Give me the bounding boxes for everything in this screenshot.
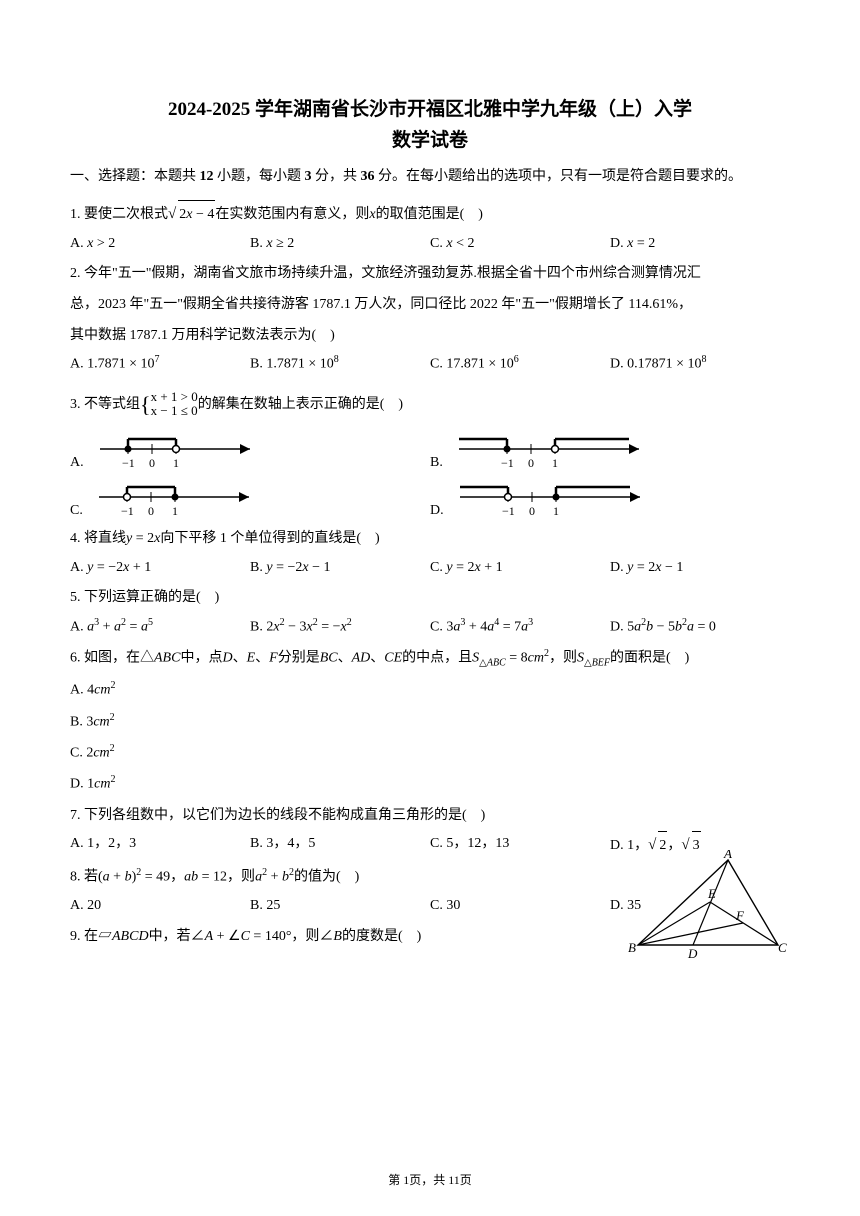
q2-line1: 2. 今年"五一"假期，湖南省文旅市场持续升温，文旅经济强劲复苏.根据全省十四个… bbox=[70, 260, 790, 289]
q8-option-b[interactable]: B. 25 bbox=[250, 892, 430, 921]
q6-option-d[interactable]: D. 1cm2 bbox=[70, 770, 790, 799]
svg-text:1: 1 bbox=[172, 504, 178, 518]
q4-stem: 4. 将直线y = 2x向下平移 1 个单位得到的直线是( ) bbox=[70, 525, 790, 554]
q4-option-c[interactable]: C. y = 2x + 1 bbox=[430, 554, 610, 583]
q6-option-a[interactable]: A. 4cm2 bbox=[70, 676, 790, 705]
svg-text:F: F bbox=[735, 908, 745, 923]
q7-option-a[interactable]: A. 1，2，3 bbox=[70, 830, 250, 861]
q2-line2: 总，2023 年"五一"假期全省共接待游客 1787.1 万人次，同口径比 20… bbox=[70, 291, 790, 320]
q3-option-c-label[interactable]: C. bbox=[70, 501, 83, 521]
svg-text:0: 0 bbox=[149, 456, 155, 470]
page-footer: 第 1页，共 11页 bbox=[0, 1171, 860, 1188]
q5-stem: 5. 下列运算正确的是( ) bbox=[70, 584, 790, 613]
section-mid2: 分，共 bbox=[312, 169, 361, 184]
q1-option-c[interactable]: C. x < 2 bbox=[430, 230, 610, 259]
q3-stem: 3. 不等式组{x + 1 > 0x − 1 ≤ 0的解集在数轴上表示正确的是(… bbox=[70, 382, 790, 427]
svg-text:−1: −1 bbox=[502, 504, 515, 518]
q2-option-d[interactable]: D. 0.17871 × 108 bbox=[610, 350, 790, 379]
svg-text:1: 1 bbox=[552, 456, 558, 470]
q4-option-d[interactable]: D. y = 2x − 1 bbox=[610, 554, 790, 583]
q3-ineq-top: x + 1 > 0 bbox=[151, 390, 198, 404]
q1-option-d[interactable]: D. x = 2 bbox=[610, 230, 790, 259]
section-num-questions: 12 bbox=[200, 169, 214, 184]
q2-line3: 其中数据 1787.1 万用科学记数法表示为( ) bbox=[70, 322, 790, 351]
q6-option-c[interactable]: C. 2cm2 bbox=[70, 739, 790, 768]
q8-option-a[interactable]: A. 20 bbox=[70, 892, 250, 921]
title-line-2: 数学试卷 bbox=[70, 125, 790, 152]
section-prefix: 一、选择题：本题共 bbox=[70, 169, 200, 184]
q1-option-a[interactable]: A. x > 2 bbox=[70, 230, 250, 259]
q3-option-a-label[interactable]: A. bbox=[70, 453, 84, 473]
q3-option-d-label[interactable]: D. bbox=[430, 501, 444, 521]
q7-stem: 7. 下列各组数中，以它们为边长的线段不能构成直角三角形的是( ) bbox=[70, 802, 790, 831]
q5-options: A. a3 + a2 = a5 B. 2x2 − 3x2 = −x2 C. 3a… bbox=[70, 613, 790, 642]
svg-text:1: 1 bbox=[553, 504, 559, 518]
q8-option-c[interactable]: C. 30 bbox=[430, 892, 610, 921]
q2-options: A. 1.7871 × 107 B. 1.7871 × 108 C. 17.87… bbox=[70, 350, 790, 379]
q2-option-b[interactable]: B. 1.7871 × 108 bbox=[250, 350, 430, 379]
svg-text:D: D bbox=[687, 946, 698, 961]
triangle-figure-icon: A B C D E F bbox=[628, 850, 788, 965]
q4-options: A. y = −2x + 1 B. y = −2x − 1 C. y = 2x … bbox=[70, 554, 790, 583]
q3-suffix: 的解集在数轴上表示正确的是( ) bbox=[198, 397, 403, 412]
section-mid1: 小题，每小题 bbox=[214, 169, 305, 184]
q7-option-c[interactable]: C. 5，12，13 bbox=[430, 830, 610, 861]
svg-text:B: B bbox=[628, 940, 636, 955]
q5-option-d[interactable]: D. 5a2b − 5b2a = 0 bbox=[610, 613, 790, 642]
numberline-b-icon: −1 0 1 bbox=[449, 431, 649, 473]
svg-text:1: 1 bbox=[173, 456, 179, 470]
section-points-total: 36 bbox=[361, 169, 375, 184]
svg-text:E: E bbox=[707, 886, 716, 901]
svg-text:0: 0 bbox=[148, 504, 154, 518]
q5-option-a[interactable]: A. a3 + a2 = a5 bbox=[70, 613, 250, 642]
svg-text:C: C bbox=[778, 940, 787, 955]
q1-stem: 1. 要使二次根式√2x − 4在实数范围内有意义，则x的取值范围是( ) bbox=[70, 199, 790, 230]
q3-option-b-label[interactable]: B. bbox=[430, 453, 443, 473]
q5-option-c[interactable]: C. 3a3 + 4a4 = 7a3 bbox=[430, 613, 610, 642]
q1-option-b[interactable]: B. x ≥ 2 bbox=[250, 230, 430, 259]
svg-text:−1: −1 bbox=[122, 456, 135, 470]
svg-text:0: 0 bbox=[529, 504, 535, 518]
q2-option-a[interactable]: A. 1.7871 × 107 bbox=[70, 350, 250, 379]
section-heading: 一、选择题：本题共 12 小题，每小题 3 分，共 36 分。在每小题给出的选项… bbox=[70, 164, 790, 191]
section-tail: 分。在每小题给出的选项中，只有一项是符合题目要求的。 bbox=[375, 169, 743, 184]
q6-stem: 6. 如图，在△ABC中，点D、E、F分别是BC、AD、CE的中点，且S△ABC… bbox=[70, 644, 790, 674]
section-points-each: 3 bbox=[305, 169, 312, 184]
q2-option-c[interactable]: C. 17.871 × 106 bbox=[430, 350, 610, 379]
svg-text:−1: −1 bbox=[121, 504, 134, 518]
q7-option-b[interactable]: B. 3，4，5 bbox=[250, 830, 430, 861]
q5-option-b[interactable]: B. 2x2 − 3x2 = −x2 bbox=[250, 613, 430, 642]
svg-text:A: A bbox=[723, 850, 732, 861]
numberline-c-icon: −1 0 1 bbox=[89, 479, 259, 521]
q4-option-b[interactable]: B. y = −2x − 1 bbox=[250, 554, 430, 583]
numberline-d-icon: −1 0 1 bbox=[450, 479, 650, 521]
numberline-a-icon: −1 0 1 bbox=[90, 431, 260, 473]
q3-ineq-bot: x − 1 ≤ 0 bbox=[151, 404, 198, 418]
q4-option-a[interactable]: A. y = −2x + 1 bbox=[70, 554, 250, 583]
q3-prefix: 3. 不等式组 bbox=[70, 397, 140, 412]
svg-text:0: 0 bbox=[528, 456, 534, 470]
q6-option-b[interactable]: B. 3cm2 bbox=[70, 708, 790, 737]
title-line-1: 2024-2025 学年湖南省长沙市开福区北雅中学九年级（上）入学 bbox=[70, 95, 790, 125]
svg-text:−1: −1 bbox=[501, 456, 514, 470]
q1-options: A. x > 2 B. x ≥ 2 C. x < 2 D. x = 2 bbox=[70, 230, 790, 259]
